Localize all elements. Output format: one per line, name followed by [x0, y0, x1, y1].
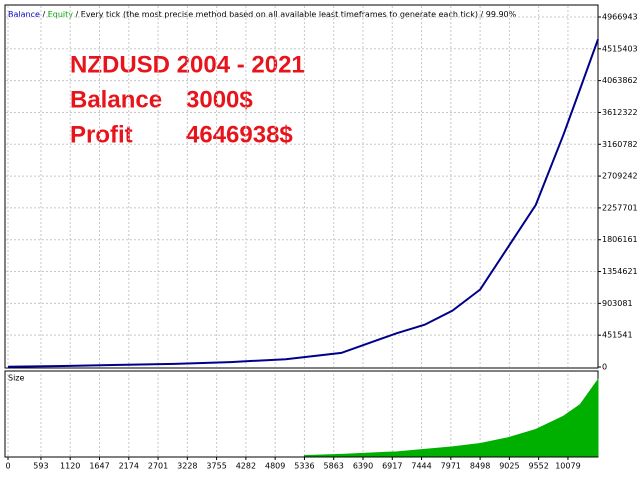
x-tick-label: 9025	[499, 462, 519, 471]
y-tick-label: 903081	[602, 299, 633, 308]
x-tick-label: 8498	[470, 462, 490, 471]
x-tick-label: 593	[33, 462, 48, 471]
header-item: Equity	[48, 10, 74, 19]
y-tick-label: 3160782	[602, 140, 638, 149]
header-item: Balance	[8, 10, 40, 19]
x-tick-label: 1647	[89, 462, 109, 471]
y-tick-label: 4063862	[602, 76, 638, 85]
x-tick-label: 7971	[441, 462, 461, 471]
header-item: / Every tick (the most precise method ba…	[73, 10, 517, 19]
x-tick-label: 4809	[265, 462, 285, 471]
y-tick-label: 4966943	[602, 12, 638, 21]
size-area	[303, 378, 599, 457]
y-tick-label: 4515403	[602, 44, 638, 53]
header: Balance / Equity / Every tick (the most …	[8, 10, 517, 19]
main-panel	[4, 4, 599, 369]
x-tick-label: 5863	[324, 462, 344, 471]
size-title: Size	[8, 374, 25, 383]
x-tick-label: 3228	[177, 462, 197, 471]
x-tick-label: 2701	[148, 462, 168, 471]
x-tick-label: 3755	[206, 462, 226, 471]
x-tick-label: 9552	[528, 462, 548, 471]
x-tick-label: 0	[5, 462, 10, 471]
x-tick-label: 4282	[236, 462, 256, 471]
x-tick-label: 5336	[294, 462, 314, 471]
x-tick-label: 6390	[353, 462, 373, 471]
y-tick-label: 1806161	[602, 235, 638, 244]
annotation: Balance	[70, 86, 162, 113]
x-tick-label: 6917	[382, 462, 402, 471]
annotation: 3000$	[186, 86, 253, 113]
balance-line	[7, 38, 599, 368]
x-tick-label: 1120	[60, 462, 80, 471]
x-tick-label: 2174	[119, 462, 139, 471]
marks: 0 451541 903081 1354621 1806161 2257701 270924…	[5, 6, 638, 471]
x-tick-label: 10079	[555, 462, 580, 471]
y-tick-label: 1354621	[602, 267, 638, 276]
y-tick-label: 2257701	[602, 203, 638, 212]
y-tick-label: 3612322	[602, 108, 638, 117]
y-tick-label: 0	[602, 363, 607, 372]
x-tick-label: 7444	[411, 462, 431, 471]
y-tick-label: 451541	[602, 331, 633, 340]
y-tick-label: 2709242	[602, 172, 638, 181]
header-item: /	[40, 10, 48, 19]
